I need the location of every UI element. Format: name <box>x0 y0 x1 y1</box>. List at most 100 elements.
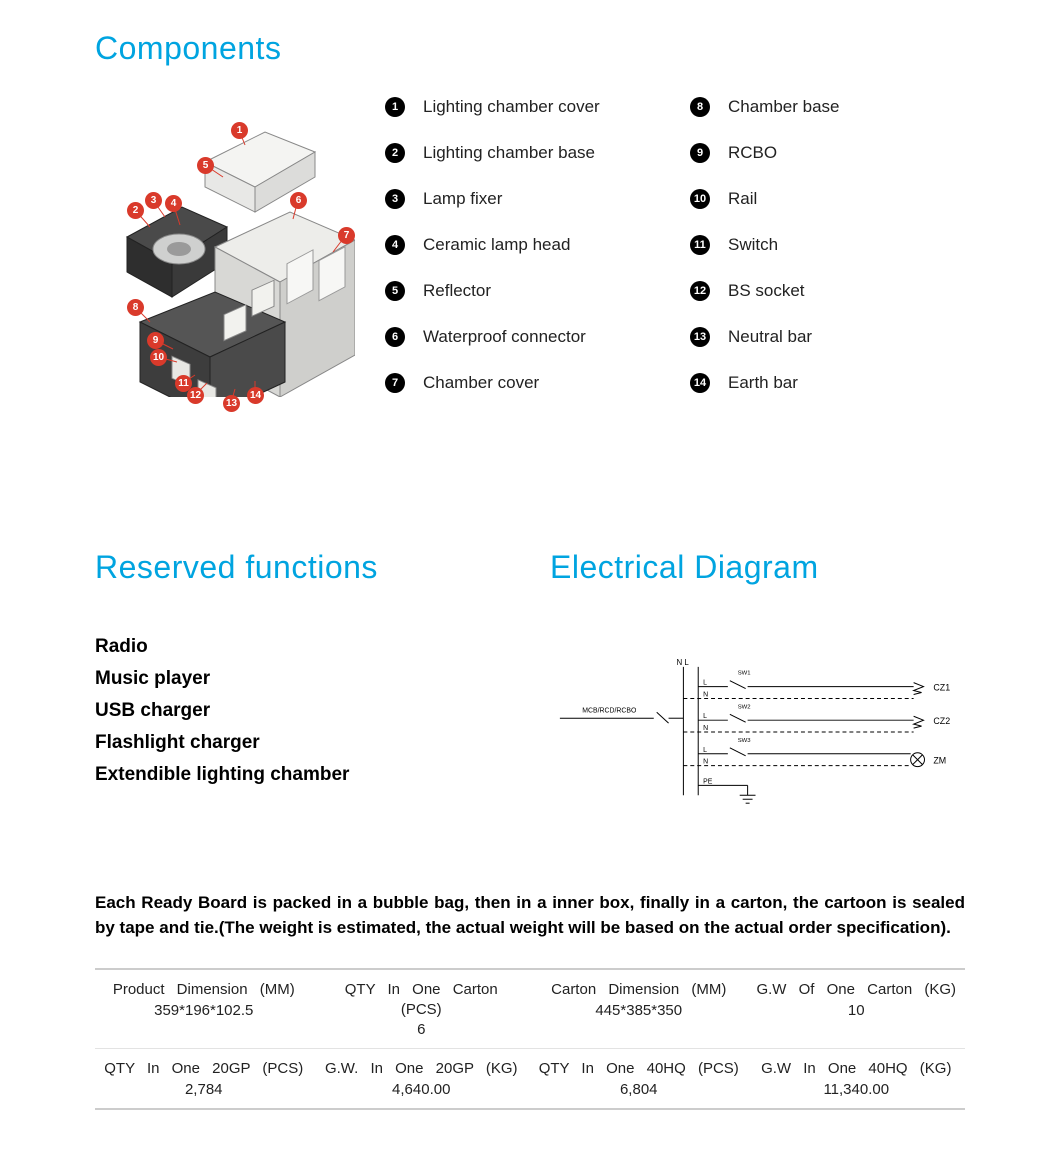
component-bullet: 9 <box>690 143 710 163</box>
component-item-9: 9RCBO <box>690 143 965 163</box>
svg-text:ZM: ZM <box>933 756 946 766</box>
component-bullet: 5 <box>385 281 405 301</box>
spec-cell: QTY In One 40HQ (PCS)6,804 <box>530 1055 748 1102</box>
component-item-7: 7 Chamber cover <box>385 373 660 393</box>
component-label: Lighting chamber cover <box>423 97 600 117</box>
component-bullet: 8 <box>690 97 710 117</box>
component-label: Earth bar <box>728 373 798 393</box>
component-label: Switch <box>728 235 778 255</box>
spec-cell: QTY In One Carton (PCS)6 <box>313 976 531 1042</box>
components-title: Components <box>95 30 965 67</box>
exploded-diagram: 1234567891011121314 <box>95 97 355 387</box>
spec-value: 4,640.00 <box>321 1081 523 1098</box>
spec-table: Product Dimension (MM) 359*196*102.5 QTY I… <box>95 968 965 1110</box>
diagram-marker-10: 10 <box>150 349 167 366</box>
reserved-title: Reserved functions <box>95 549 510 586</box>
component-bullet: 14 <box>690 373 710 393</box>
component-label: Lamp fixer <box>423 189 502 209</box>
component-lists: 1 Lighting chamber cover 2 Lighting chamber… <box>385 97 965 419</box>
spec-head: QTY In One 20GP (PCS) <box>103 1059 305 1079</box>
diagram-marker-1: 1 <box>231 122 248 139</box>
svg-text:SW2: SW2 <box>738 704 751 710</box>
component-item-8: 8 Chamber base <box>690 97 965 117</box>
svg-text:L: L <box>703 747 707 754</box>
component-bullet: 3 <box>385 189 405 209</box>
electrical-title: Electrical Diagram <box>550 549 965 586</box>
diagram-marker-13: 13 <box>223 395 240 412</box>
reserved-function-item: Extendible lighting chamber <box>95 764 510 786</box>
component-item-1: 1 Lighting chamber cover <box>385 97 660 117</box>
spec-cell: QTY In One 20GP (PCS) 2,784 <box>95 1055 313 1102</box>
component-label: Lighting chamber base <box>423 143 595 163</box>
component-bullet: 12 <box>690 281 710 301</box>
svg-text:L: L <box>703 713 707 720</box>
diagram-marker-12: 12 <box>187 387 204 404</box>
spec-value: 2,784 <box>103 1081 305 1098</box>
components-row: 1234567891011121314 1Lighting chamber co… <box>95 97 965 419</box>
diagram-marker-6: 6 <box>290 192 307 209</box>
diagram-marker-3: 3 <box>145 192 162 209</box>
svg-text:CZ1: CZ1 <box>933 683 950 693</box>
spec-head: G.W In One 40HQ (KG) <box>756 1059 958 1079</box>
packing-note: Each Ready Board is packed in a bubble b… <box>95 891 965 940</box>
diagram-marker-8: 8 <box>127 299 144 316</box>
spec-head: Product Dimension (MM) <box>103 980 305 1000</box>
spec-cell: G.W Of One Carton (KG)10 <box>748 976 966 1042</box>
component-label: Rail <box>728 189 757 209</box>
svg-text:N L: N L <box>676 658 689 667</box>
reserved-function-item: Flashlight charger <box>95 732 510 754</box>
component-bullet: 6 <box>385 327 405 347</box>
svg-text:N: N <box>703 725 708 732</box>
component-item-11: 11 Switch <box>690 235 965 255</box>
svg-text:L: L <box>703 680 707 687</box>
spec-head: Carton Dimension (MM) <box>538 980 740 1000</box>
diagram-marker-2: 2 <box>127 202 144 219</box>
svg-text:PE: PE <box>703 778 713 785</box>
spec-value: 10 <box>756 1002 958 1019</box>
component-label: Reflector <box>423 281 491 301</box>
component-bullet: 10 <box>690 189 710 209</box>
svg-text:CZ2: CZ2 <box>933 716 950 726</box>
component-label: BS socket <box>728 281 805 301</box>
component-bullet: 13 <box>690 327 710 347</box>
component-item-2: 2 Lighting chamber base <box>385 143 660 163</box>
diagram-marker-7: 7 <box>338 227 355 244</box>
spec-cell: G.W. In One 20GP (KG) 4,640.00 <box>313 1055 531 1102</box>
component-bullet: 4 <box>385 235 405 255</box>
electrical-diagram-svg: N L MCB/RCD/RCBO L SW1 N <box>550 656 965 816</box>
component-item-6: 6 Waterproof connector <box>385 327 660 347</box>
spec-cell: Carton Dimension (MM) 445*385*350 <box>530 976 748 1042</box>
component-label: Waterproof connector <box>423 327 586 347</box>
electrical-diagram-block: Electrical Diagram N L MCB/RCD/RCBO L SW… <box>550 539 965 821</box>
component-label: Chamber cover <box>423 373 539 393</box>
component-item-12: 12 BS socket <box>690 281 965 301</box>
svg-text:N: N <box>703 759 708 766</box>
reserved-function-item: Music player <box>95 668 510 690</box>
spec-cell: G.W In One 40HQ (KG) 11,340.00 <box>748 1055 966 1102</box>
component-label: Chamber base <box>728 97 840 117</box>
component-item-4: 4Ceramic lamp head <box>385 235 660 255</box>
reserved-function-item: Radio <box>95 636 510 658</box>
diagram-marker-14: 14 <box>247 387 264 404</box>
diagram-marker-5: 5 <box>197 157 214 174</box>
reserved-function-item: USB charger <box>95 700 510 722</box>
component-bullet: 11 <box>690 235 710 255</box>
component-bullet: 2 <box>385 143 405 163</box>
component-label: Neutral bar <box>728 327 812 347</box>
component-bullet: 1 <box>385 97 405 117</box>
component-item-14: 14 Earth bar <box>690 373 965 393</box>
svg-text:SW1: SW1 <box>738 671 751 677</box>
spec-value: 445*385*350 <box>538 1002 740 1019</box>
reserved-functions-block: Reserved functions Radio Music player USB … <box>95 539 510 821</box>
component-bullet: 7 <box>385 373 405 393</box>
svg-text:N: N <box>703 691 708 698</box>
svg-text:MCB/RCD/RCBO: MCB/RCD/RCBO <box>582 707 637 714</box>
spec-value: 6,804 <box>538 1081 740 1098</box>
spec-value: 359*196*102.5 <box>103 1002 305 1019</box>
spec-head: G.W. In One 20GP (KG) <box>321 1059 523 1079</box>
svg-text:SW3: SW3 <box>738 738 752 744</box>
component-item-5: 5 Reflector <box>385 281 660 301</box>
diagram-marker-4: 4 <box>165 195 182 212</box>
spec-value: 11,340.00 <box>756 1081 958 1098</box>
spec-value: 6 <box>321 1021 523 1038</box>
